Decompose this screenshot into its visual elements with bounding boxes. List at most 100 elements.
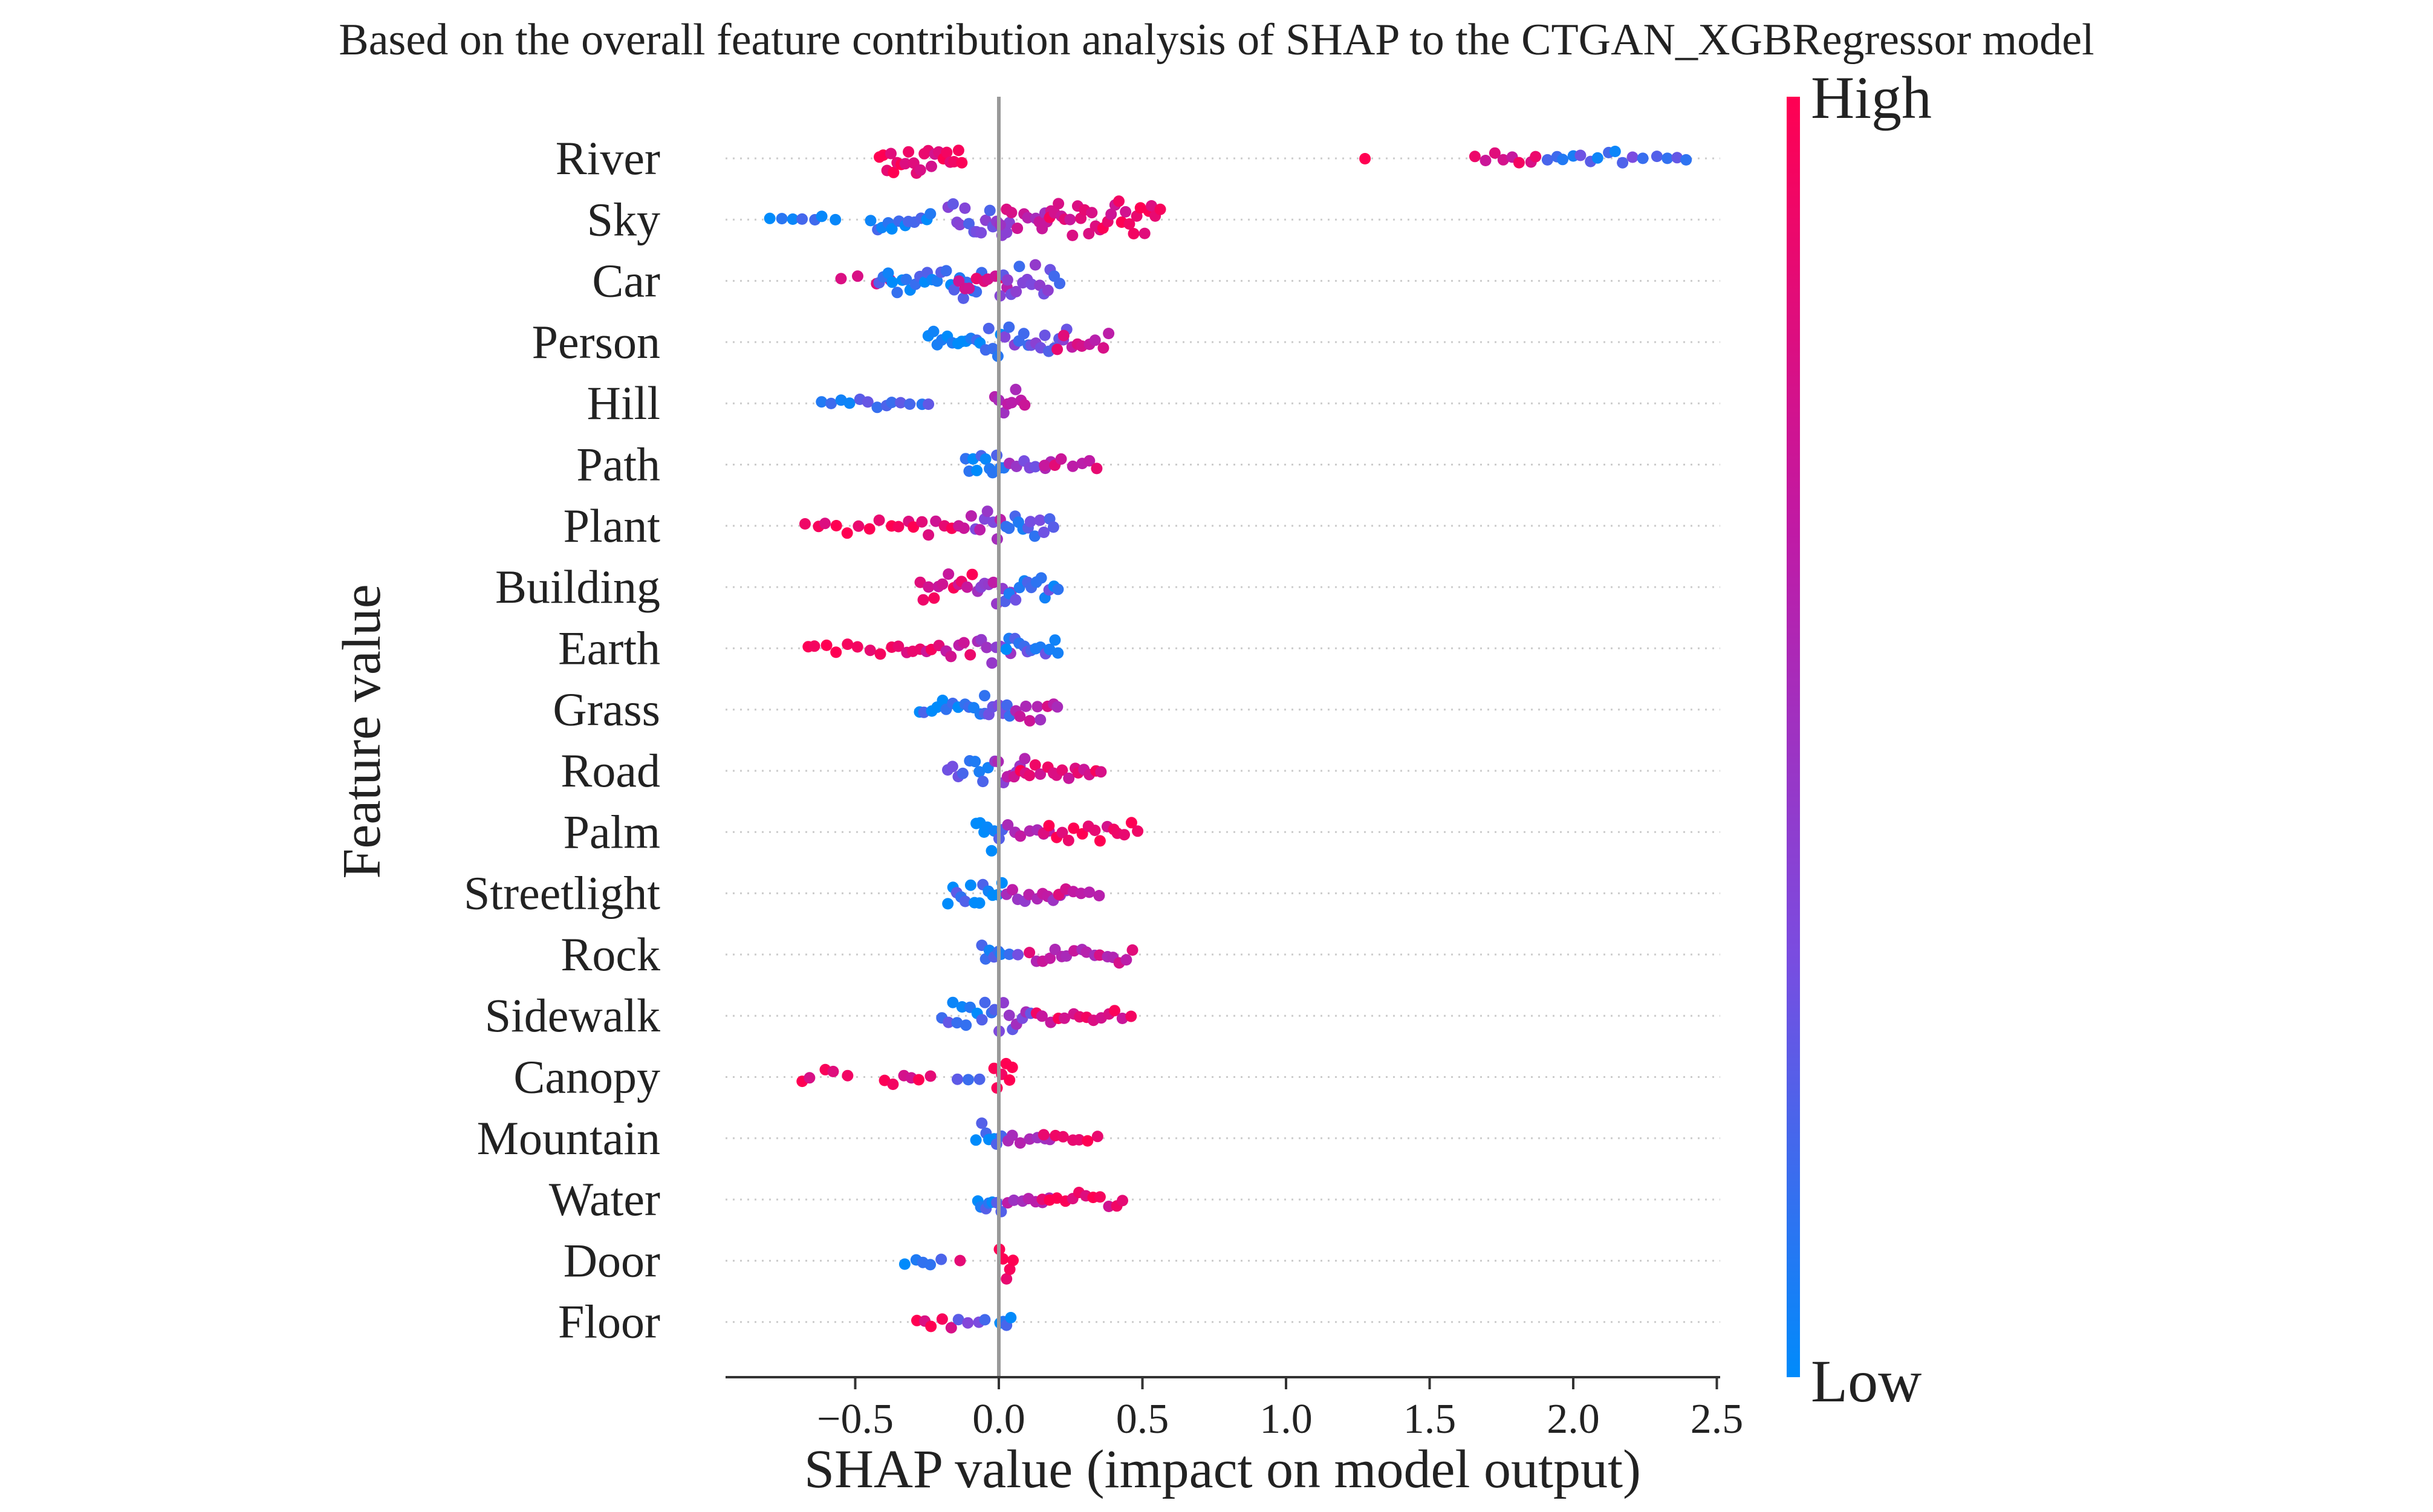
shap-point-person [1097, 342, 1109, 354]
shap-point-building [917, 594, 929, 606]
shap-point-river [1480, 155, 1492, 166]
shap-point-car [900, 273, 912, 285]
shap-point-hill [1010, 383, 1022, 395]
shap-point-river [1671, 152, 1683, 164]
shap-point-canopy [1006, 1062, 1018, 1073]
shap-point-sky [796, 213, 808, 225]
shap-point-river [1469, 151, 1481, 163]
shap-point-earth [964, 649, 976, 661]
shap-point-person [1057, 329, 1070, 342]
shap-point-streetlight [1083, 886, 1096, 898]
shap-point-palm [1062, 834, 1074, 846]
shap-point-hill [895, 397, 907, 409]
shap-point-mountain [1057, 1131, 1069, 1143]
shap-point-hill [871, 401, 883, 414]
shap-point-door [1001, 1273, 1013, 1285]
shap-point-floor [945, 1322, 957, 1334]
shap-point-palm [1002, 819, 1014, 831]
shap-point-road [1056, 764, 1068, 776]
shap-point-road [957, 767, 969, 779]
shap-point-canopy [924, 1070, 937, 1082]
shap-point-sky [1012, 222, 1024, 235]
shap-point-sky [1139, 227, 1151, 239]
shap-point-river [1626, 151, 1639, 163]
shap-point-river [899, 158, 911, 170]
shap-point-earth [1049, 634, 1061, 646]
shap-point-building [966, 568, 978, 580]
shap-point-person [983, 322, 995, 334]
shap-point-person [1018, 328, 1030, 340]
feature-label-path: Path [576, 438, 660, 491]
shap-point-car [882, 267, 894, 279]
feature-label-sky: Sky [587, 193, 660, 245]
shap-point-streetlight [1093, 890, 1105, 901]
shap-point-earth [1000, 643, 1012, 655]
shap-point-canopy [887, 1079, 899, 1090]
shap-point-river [1680, 154, 1692, 166]
shap-point-plant [830, 520, 842, 531]
shap-point-car [1042, 284, 1054, 296]
shap-point-earth [892, 640, 905, 652]
shap-point-sky [984, 204, 996, 216]
shap-point-earth [808, 640, 820, 652]
shap-point-grass [1001, 699, 1013, 711]
shap-point-water [1008, 1194, 1020, 1206]
shap-point-sidewalk [1036, 1010, 1048, 1022]
shap-point-river [885, 148, 897, 160]
shap-point-path [1039, 459, 1051, 472]
shap-point-earth [842, 638, 854, 651]
shap-point-car [1054, 277, 1066, 290]
shap-point-river [1609, 146, 1621, 157]
shap-point-floor [962, 1317, 974, 1329]
shap-point-earth [958, 637, 970, 649]
feature-labels: River Sky Car Person Hill Path Plant Building Ea… [464, 132, 660, 1348]
shap-point-rock [1120, 954, 1132, 966]
shap-point-building [961, 581, 973, 593]
shap-point-floor [1005, 1312, 1017, 1323]
shap-point-canopy [1004, 1074, 1016, 1086]
x-tick-label: 0.0 [972, 1396, 1025, 1442]
shap-point-plant [1047, 521, 1059, 533]
shap-point-sky [1005, 207, 1018, 219]
shap-point-water [1117, 1195, 1128, 1207]
shap-point-river [1513, 157, 1525, 169]
shap-point-car [963, 282, 975, 294]
shap-point-grass [1051, 701, 1064, 713]
shap-point-river [941, 146, 953, 158]
shap-point-mountain [1006, 1129, 1018, 1141]
feature-label-grass: Grass [553, 683, 660, 736]
shap-point-canopy [842, 1069, 854, 1082]
shap-point-path [1029, 461, 1041, 473]
shap-point-plant [799, 518, 811, 530]
shap-point-earth [820, 639, 833, 651]
shap-point-earth [851, 641, 863, 653]
shap-point-car [1013, 261, 1025, 273]
shap-point-streetlight [1007, 884, 1018, 896]
shap-point-person [1003, 321, 1015, 333]
shap-point-streetlight [964, 879, 976, 891]
shap-point-palm [1089, 825, 1101, 836]
shap-point-hill [862, 396, 874, 408]
shap-point-mountain [970, 1134, 982, 1146]
shap-point-road [1029, 759, 1041, 771]
shap-point-person [1103, 328, 1115, 340]
shap-point-car [891, 287, 903, 299]
shap-point-sidewalk [1125, 1010, 1137, 1022]
shap-point-road [946, 761, 958, 773]
feature-label-hill: Hill [587, 377, 660, 429]
shap-point-streetlight [973, 897, 986, 909]
shap-point-road [1024, 770, 1036, 782]
shap-point-canopy [804, 1072, 816, 1084]
shap-point-plant [981, 505, 993, 518]
shap-point-canopy [913, 1074, 924, 1086]
feature-label-earth: Earth [558, 621, 660, 674]
feature-label-river: River [556, 132, 660, 184]
shap-point-plant [974, 524, 986, 536]
shap-point-palm [986, 845, 998, 857]
shap-point-sky [776, 213, 788, 225]
shap-point-sky [1105, 208, 1117, 220]
shap-point-sky [1064, 213, 1076, 226]
shap-point-grass [1020, 700, 1032, 712]
shap-point-building [1035, 572, 1047, 584]
shap-point-plant [1024, 516, 1036, 528]
